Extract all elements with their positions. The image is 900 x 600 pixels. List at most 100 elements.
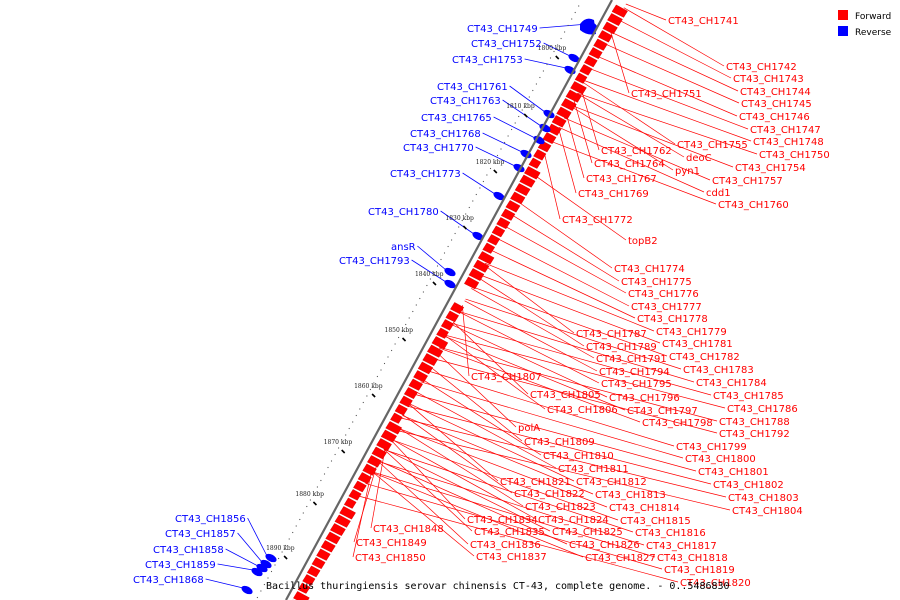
gene-feature: [306, 565, 321, 578]
forward-gene-label: CT43_CH1748: [753, 137, 824, 148]
forward-gene-label: CT43_CH1743: [733, 74, 804, 85]
label-connector: [458, 311, 600, 384]
reverse-gene-feature: [241, 585, 253, 595]
scale-dot: [436, 265, 439, 267]
label-connector: [445, 334, 726, 409]
gene-feature: [551, 115, 567, 128]
gene-feature: [584, 55, 598, 68]
scale-dot: [560, 37, 562, 40]
forward-gene-label: topB2: [628, 236, 658, 247]
gene-feature: [311, 557, 326, 570]
scale-dot: [571, 18, 573, 20]
scale-dot: [341, 440, 343, 443]
forward-gene-label: CT43_CH1795: [601, 379, 672, 390]
scale-dot: [267, 577, 269, 579]
forward-gene-label: CT43_CH1746: [739, 112, 810, 123]
scale-dot: [278, 557, 280, 560]
reverse-gene-label: CT43_CH1761: [437, 82, 508, 93]
label-connector: [411, 259, 447, 283]
scale-dot: [528, 96, 530, 98]
label-connector: [462, 172, 496, 195]
forward-gene-label: CT43_CH1825: [552, 527, 623, 538]
tick-label: 1800 kbp: [538, 45, 567, 52]
tick-label: 1870 kbp: [324, 439, 353, 446]
scale-dot: [338, 447, 340, 449]
gene-feature: [514, 183, 531, 196]
scale-dot: [323, 473, 326, 475]
label-connector: [205, 578, 244, 589]
scale-dot: [373, 382, 375, 384]
forward-gene-label: CT43_CH1823: [525, 502, 596, 513]
scale-dot: [408, 317, 410, 319]
reverse-gene-feature: [444, 279, 456, 289]
label-connector: [440, 210, 475, 235]
label-connector: [475, 146, 516, 167]
scale-dot: [564, 31, 566, 33]
reverse-gene-label: CT43_CH1768: [410, 129, 481, 140]
forward-gene-label: CT43_CH1776: [628, 289, 699, 300]
scale-dot: [419, 297, 421, 300]
scale-dot: [359, 408, 361, 410]
label-connector: [383, 448, 473, 532]
reverse-gene-feature: [493, 191, 505, 201]
label-connector: [358, 495, 679, 583]
label-connector: [420, 381, 684, 459]
reverse-gene-label: CT43_CH1780: [368, 207, 439, 218]
forward-gene-label: CT43_CH1762: [601, 146, 672, 157]
gene-feature: [436, 327, 449, 339]
scale-dot: [263, 583, 265, 586]
reverse-gene-label: CT43_CH1857: [165, 529, 236, 540]
scale-dot: [535, 83, 538, 85]
scale-dot: [327, 466, 329, 469]
gene-feature: [496, 217, 511, 230]
reverse-gene-label: CT43_CH1763: [430, 96, 501, 107]
label-connector: [625, 3, 667, 21]
scale-dot: [468, 206, 470, 209]
forward-gene-label: CT43_CH1848: [373, 524, 444, 535]
label-connector: [483, 264, 575, 334]
scale-dot: [475, 193, 477, 196]
gene-feature: [325, 531, 341, 545]
scale-dot: [472, 200, 474, 202]
forward-gene-label: CT43_CH1811: [558, 464, 629, 475]
label-connector: [407, 405, 712, 485]
gene-feature: [602, 21, 618, 35]
forward-gene-label: CT43_CH1817: [646, 541, 717, 552]
label-connector: [383, 449, 634, 533]
scale-dot: [376, 375, 378, 378]
label-connector: [617, 18, 732, 79]
scale-dot: [398, 336, 400, 339]
label-connector: [482, 132, 523, 153]
scale-dot: [447, 245, 449, 248]
gene-feature: [343, 497, 357, 509]
forward-gene-label: CT43_CH1784: [696, 378, 767, 389]
gene-feature: [542, 132, 557, 145]
scale-dot: [352, 421, 354, 423]
forward-gene-label: CT43_CH1757: [712, 176, 783, 187]
scale-dot: [369, 388, 371, 391]
gene-feature: [570, 81, 587, 95]
label-connector: [365, 483, 663, 570]
label-connector: [247, 517, 268, 557]
label-connector: [396, 426, 524, 507]
forward-gene-label: CT43_CH1835: [474, 527, 545, 538]
forward-gene-label: CT43_CH1837: [476, 552, 547, 563]
forward-gene-label: CT43_CH1787: [576, 329, 647, 340]
scale-dot: [345, 434, 347, 436]
gene-feature: [588, 47, 603, 60]
label-connector: [509, 85, 546, 113]
scale-dot: [479, 187, 481, 189]
tick-mark: [371, 393, 376, 398]
gene-feature: [320, 540, 336, 553]
genome-title: Bacillus thuringiensis serovar chinensis…: [266, 581, 730, 592]
gene-feature: [579, 64, 593, 76]
scale-dot: [489, 167, 492, 170]
label-connector: [417, 245, 447, 271]
label-connector: [583, 82, 676, 145]
forward-gene-label: polA: [518, 423, 540, 434]
gene-feature: [367, 455, 382, 468]
scale-dot: [309, 499, 311, 501]
scale-dot: [578, 5, 580, 7]
forward-gene-label: CT43_CH1824: [538, 515, 609, 526]
scale-dot: [451, 239, 453, 241]
